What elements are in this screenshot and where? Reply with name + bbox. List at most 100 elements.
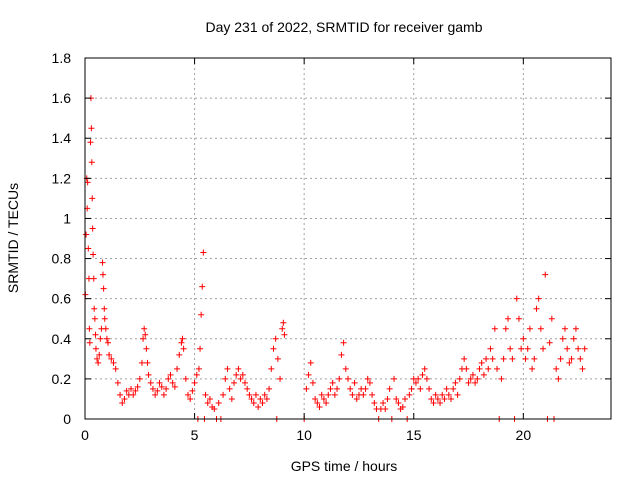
data-point-0-248 xyxy=(570,335,577,342)
data-point-0-166 xyxy=(391,375,398,382)
data-point-0-210 xyxy=(487,345,494,352)
data-point-0-205 xyxy=(476,365,483,372)
data-point-0-231 xyxy=(533,305,540,312)
data-point-0-155 xyxy=(366,379,373,386)
data-point-0-67 xyxy=(171,383,178,390)
x-tick-labels: 0 5 10 15 20 xyxy=(81,427,531,443)
data-point-0-206 xyxy=(478,359,485,366)
data-point-0-22 xyxy=(95,359,102,366)
data-point-0-13 xyxy=(89,195,96,202)
data-point-0-232 xyxy=(535,295,542,302)
data-point-0-56 xyxy=(147,379,154,386)
data-point-0-78 xyxy=(193,371,200,378)
data-point-0-187 xyxy=(437,399,444,406)
data-point-0-145 xyxy=(345,375,351,382)
data-point-0-135 xyxy=(323,399,330,406)
data-point-0-126 xyxy=(303,385,310,392)
data-point-0-152 xyxy=(360,391,367,398)
x-tick-label-0: 0 xyxy=(81,427,89,443)
data-point-0-170 xyxy=(399,403,406,410)
data-point-0-7 xyxy=(86,325,93,332)
y-tick-label-9: 1.8 xyxy=(52,50,72,66)
y-tick-label-1: 0.2 xyxy=(52,371,72,387)
data-point-0-52 xyxy=(142,331,149,338)
data-point-0-253 xyxy=(581,345,588,352)
data-point-0-111 xyxy=(257,395,264,402)
data-point-0-219 xyxy=(507,345,514,352)
data-point-0-180 xyxy=(421,365,428,372)
data-point-0-30 xyxy=(101,315,108,322)
data-point-0-235 xyxy=(542,271,549,278)
data-point-0-191 xyxy=(445,391,452,398)
data-point-0-134 xyxy=(320,395,327,402)
data-point-0-18 xyxy=(91,315,98,322)
data-point-0-149 xyxy=(353,395,360,402)
x-tick-label-3: 15 xyxy=(406,427,422,443)
data-point-0-81 xyxy=(197,345,204,352)
data-point-0-124 xyxy=(281,331,288,338)
data-point-0-64 xyxy=(165,375,172,382)
data-point-0-108 xyxy=(250,399,257,406)
data-point-0-118 xyxy=(272,335,279,342)
data-point-0-94 xyxy=(220,391,227,398)
data-point-0-230 xyxy=(531,355,538,362)
data-point-0-46 xyxy=(132,387,139,394)
data-point-0-139 xyxy=(331,391,338,398)
data-point-0-216 xyxy=(500,355,507,362)
data-point-0-226 xyxy=(522,355,529,362)
data-point-0-154 xyxy=(364,375,371,382)
x-axis-title: GPS time / hours xyxy=(291,458,398,474)
data-point-0-120 xyxy=(274,355,281,362)
data-point-0-179 xyxy=(419,371,426,378)
data-point-0-44 xyxy=(128,385,135,392)
data-point-0-246 xyxy=(566,359,573,366)
data-point-0-38 xyxy=(114,379,121,386)
data-point-0-86 xyxy=(202,391,209,398)
data-point-0-29 xyxy=(101,305,108,312)
data-point-0-55 xyxy=(145,371,152,378)
data-point-0-123 xyxy=(280,319,287,326)
y-tick-label-5: 1 xyxy=(63,210,71,226)
data-point-0-116 xyxy=(268,365,275,372)
data-point-0-11 xyxy=(88,125,95,132)
data-point-0-4 xyxy=(84,179,91,186)
data-point-0-121 xyxy=(277,375,284,382)
data-point-0-163 xyxy=(384,395,391,402)
data-point-0-23 xyxy=(96,351,103,358)
data-point-0-128 xyxy=(307,359,314,366)
data-point-0-148 xyxy=(351,379,358,386)
data-point-0-252 xyxy=(579,365,586,372)
data-point-0-104 xyxy=(241,379,248,386)
data-point-0-211 xyxy=(489,355,496,362)
data-point-0-5 xyxy=(85,245,92,252)
data-point-0-39 xyxy=(117,391,124,398)
data-point-0-201 xyxy=(467,375,474,382)
data-point-0-51 xyxy=(141,325,148,332)
data-point-0-131 xyxy=(314,399,321,406)
y-tick-label-3: 0.6 xyxy=(52,291,72,307)
data-point-0-8 xyxy=(86,339,93,346)
data-point-0-241 xyxy=(555,375,562,382)
data-point-0-142 xyxy=(338,351,345,358)
data-point-0-238 xyxy=(548,315,555,322)
data-point-0-144 xyxy=(342,365,349,372)
data-point-0-41 xyxy=(121,395,128,402)
data-point-0-138 xyxy=(329,379,336,386)
data-point-0-113 xyxy=(261,391,268,398)
data-point-0-61 xyxy=(158,383,165,390)
data-point-0-42 xyxy=(123,387,130,394)
data-point-0-249 xyxy=(572,325,579,332)
data-point-0-233 xyxy=(537,325,544,332)
data-point-0-75 xyxy=(187,395,194,402)
data-point-0-133 xyxy=(318,391,325,398)
y-tick-labels: 0 0.2 0.4 0.6 0.8 1 1.2 1.4 1.6 1.8 xyxy=(52,50,72,427)
data-point-0-100 xyxy=(233,371,240,378)
data-point-0-192 xyxy=(448,395,455,402)
data-point-0-32 xyxy=(103,335,110,342)
data-point-0-176 xyxy=(412,379,419,386)
y-axis-title: SRMTID / TECUs xyxy=(5,183,21,293)
data-point-0-220 xyxy=(509,355,516,362)
data-point-0-16 xyxy=(90,275,97,282)
data-point-0-224 xyxy=(518,345,525,352)
data-point-0-136 xyxy=(325,391,332,398)
